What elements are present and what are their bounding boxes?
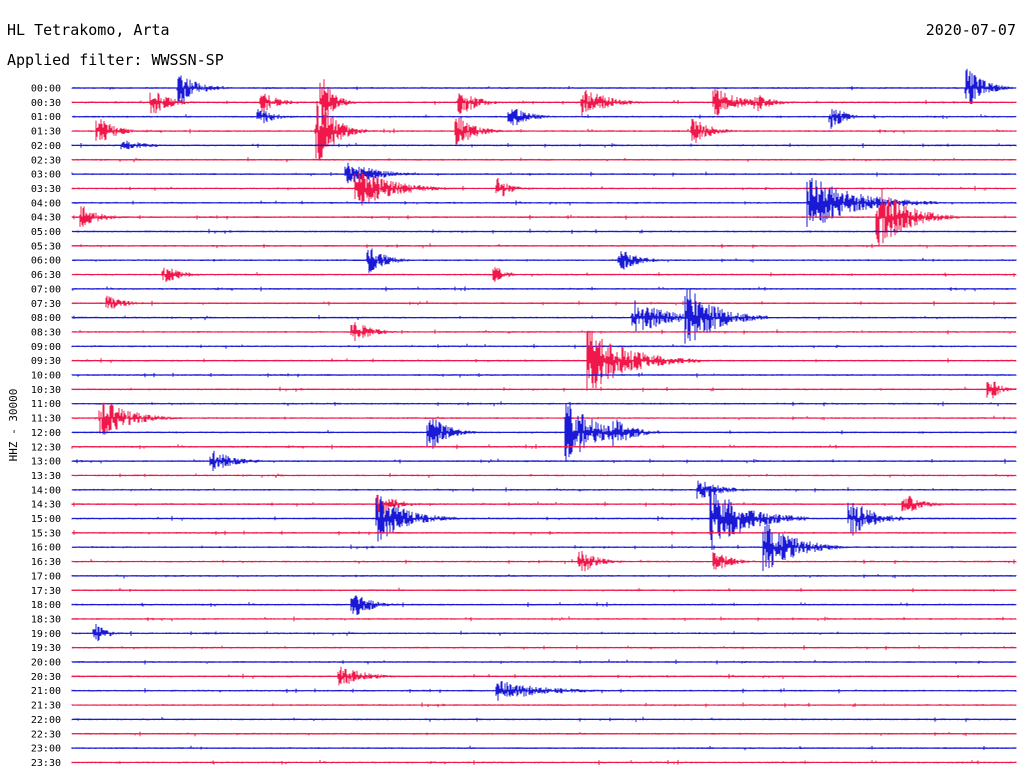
tick-label: 10:30 (31, 385, 61, 396)
tick-label: 21:00 (31, 686, 61, 697)
tick-label: 12:30 (31, 442, 61, 453)
tick-label: 09:00 (31, 342, 61, 353)
tick-label: 18:30 (31, 614, 61, 625)
tick-label: 07:30 (31, 299, 61, 310)
tick-label: 23:00 (31, 744, 61, 755)
tick-label-group: 00:00 00:30 01:00 01:30 02:00 02:30 03:00 03:30… (31, 84, 61, 769)
tick-label: 04:30 (31, 213, 61, 224)
trace-row (71, 68, 1017, 104)
tick-label: 17:00 (31, 571, 61, 582)
tick-label: 03:30 (31, 184, 61, 195)
tick-label: 19:30 (31, 643, 61, 654)
tick-label: 11:00 (31, 399, 61, 410)
trace-row (71, 109, 1017, 129)
tick-label: 14:30 (31, 500, 61, 511)
tick-label: 13:30 (31, 471, 61, 482)
tick-label: 11:30 (31, 414, 61, 425)
trace-row (71, 162, 1017, 184)
tick-label: 20:30 (31, 672, 61, 683)
tick-label: 01:30 (31, 127, 61, 138)
tick-label: 18:00 (31, 600, 61, 611)
tick-label: 09:30 (31, 356, 61, 367)
tick-label: 07:00 (31, 284, 61, 295)
record-date: 2020-07-07 (925, 21, 1016, 39)
tick-label: 21:30 (31, 701, 61, 712)
tick-label: 15:30 (31, 528, 61, 539)
tick-label: 10:00 (31, 371, 61, 382)
tick-label: 20:00 (31, 658, 61, 669)
tick-label: 03:00 (31, 170, 61, 181)
tick-label: 00:30 (31, 98, 61, 109)
tick-label: 14:00 (31, 485, 61, 496)
tick-label: 19:00 (31, 629, 61, 640)
tick-label: 15:00 (31, 514, 61, 525)
tick-label: 01:00 (31, 112, 61, 123)
trace-row (71, 381, 1017, 399)
trace-row (71, 624, 1017, 642)
channel-label: HHZ - 30000 (7, 389, 20, 462)
tick-label: 22:00 (31, 715, 61, 726)
tick-label: 16:00 (31, 543, 61, 554)
tick-label: 06:30 (31, 270, 61, 281)
trace-row (71, 288, 1017, 344)
tick-label: 13:00 (31, 457, 61, 468)
tick-label: 04:00 (31, 198, 61, 209)
trace-row (71, 520, 1017, 571)
tick-label: 05:00 (31, 227, 61, 238)
tick-label: 02:30 (31, 155, 61, 166)
station-title: HL Tetrakomo, Arta (7, 21, 170, 39)
tick-label: 17:30 (31, 586, 61, 597)
tick-label: 05:30 (31, 241, 61, 252)
trace-row (71, 295, 1017, 309)
tick-label: 12:00 (31, 428, 61, 439)
filter-label: Applied filter: WWSSN-SP (7, 51, 224, 69)
tick-label: 08:30 (31, 327, 61, 338)
trace-group (71, 68, 1017, 765)
trace-row (71, 402, 1017, 435)
tick-label: 02:00 (31, 141, 61, 152)
tick-label: 16:30 (31, 557, 61, 568)
tick-label: 22:30 (31, 729, 61, 740)
tick-label: 00:00 (31, 84, 61, 95)
tick-label: 08:00 (31, 313, 61, 324)
tick-label: 06:00 (31, 256, 61, 267)
tick-label: 23:30 (31, 758, 61, 769)
